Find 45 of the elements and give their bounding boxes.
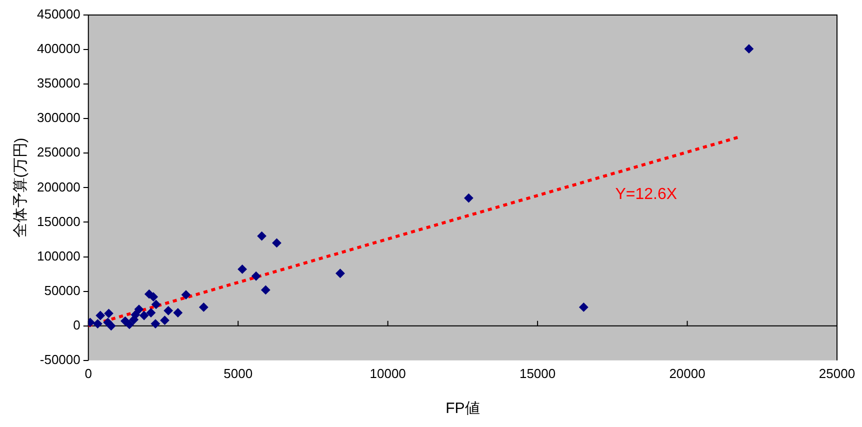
point (134, 304, 144, 314)
y-tick-label: 150000 (36, 214, 80, 229)
y-tick-label: 50000 (44, 282, 80, 298)
point (146, 308, 156, 318)
point (93, 319, 102, 328)
point (257, 232, 266, 241)
y-tick-label: 250000 (36, 144, 80, 160)
y-tick-label: 400000 (36, 41, 80, 56)
point (106, 321, 116, 330)
y-tick-label: 100000 (36, 248, 80, 264)
point (152, 300, 161, 309)
y-tick-label: 450000 (36, 6, 80, 22)
point (238, 264, 247, 274)
point (744, 44, 754, 54)
y-axis-title: 全体予算(万円) (12, 138, 30, 238)
point (104, 308, 114, 318)
point (148, 292, 158, 302)
y-tick-label: 0 (73, 317, 80, 332)
x-tick-label: 5000 (224, 366, 253, 381)
point (160, 316, 170, 325)
x-tick-label: 20000 (669, 366, 706, 381)
x-tick-label: 25000 (818, 366, 856, 381)
x-tick-label: 15000 (519, 366, 556, 381)
point (150, 319, 160, 328)
point (464, 194, 474, 203)
point (96, 311, 105, 320)
annotation: Y=12.6X (615, 186, 678, 204)
point (182, 290, 190, 300)
point (579, 302, 588, 312)
point (164, 306, 173, 316)
y-tick-label: -50000 (40, 352, 80, 367)
point (199, 302, 208, 312)
point (261, 285, 270, 294)
point (140, 311, 149, 320)
point (252, 272, 261, 281)
x-tick-label: 10000 (370, 366, 406, 381)
point (173, 308, 182, 318)
point (124, 320, 134, 329)
point (272, 238, 282, 248)
y-tick-label: 200000 (36, 179, 80, 194)
y-tick-label: 350000 (36, 76, 80, 91)
point (336, 268, 345, 278)
x-tick-label: 0 (84, 366, 92, 381)
y-tick-label: 300000 (36, 110, 80, 126)
x-axis-title: FP値 (446, 400, 480, 418)
